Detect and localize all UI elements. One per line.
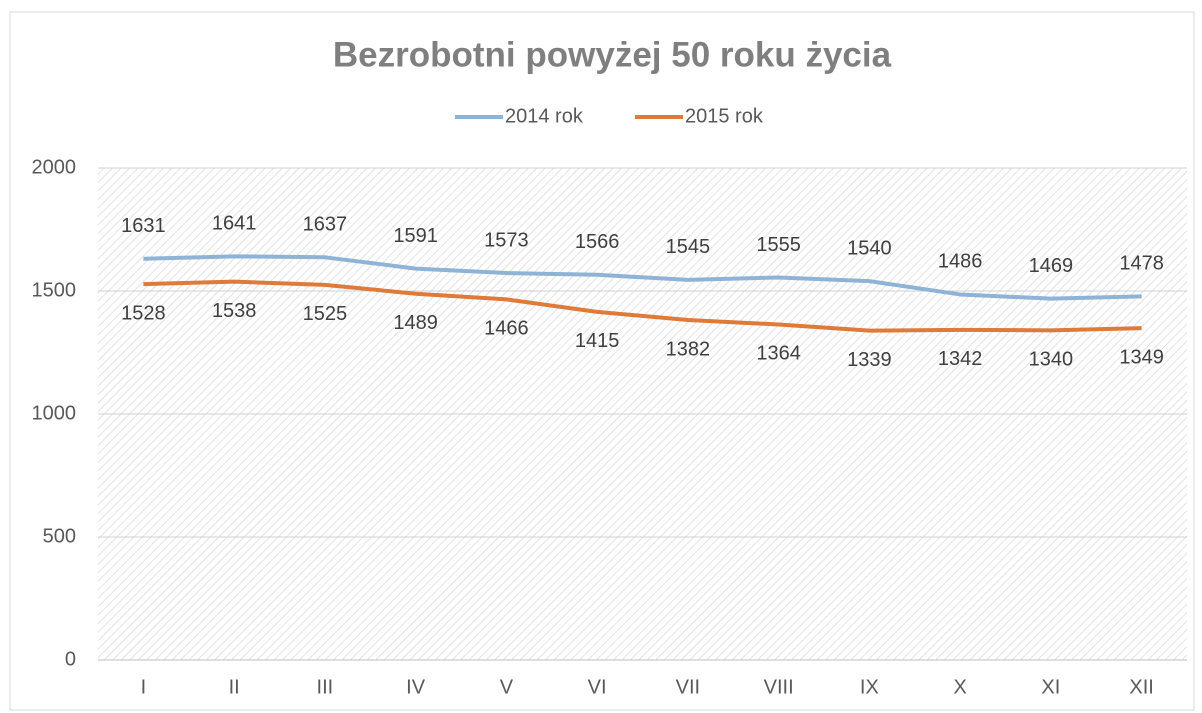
data-label: 1340 — [1029, 349, 1074, 371]
data-label: 1555 — [756, 234, 801, 256]
data-label: 1525 — [303, 303, 348, 325]
data-label: 1339 — [847, 349, 892, 371]
y-tick-label: 0 — [65, 648, 76, 670]
x-tick-label: IX — [860, 676, 879, 698]
line-series — [143, 279, 1142, 333]
x-tick-label: VII — [676, 676, 700, 698]
data-label: 1466 — [484, 318, 529, 340]
data-label: 1469 — [1029, 255, 1074, 277]
data-label: 1591 — [393, 225, 438, 247]
chart-title: Bezrobotni powyżej 50 roku życia — [333, 35, 892, 74]
x-tick-label: VI — [588, 676, 607, 698]
data-label: 1415 — [575, 330, 620, 352]
x-tick-label: IV — [406, 676, 426, 698]
data-label: 1349 — [1119, 346, 1164, 368]
data-label: 1478 — [1119, 253, 1164, 275]
data-label: 1538 — [212, 300, 257, 322]
x-tick-label: I — [141, 676, 147, 698]
line-series — [143, 254, 1142, 301]
data-label: 1641 — [212, 213, 257, 235]
data-label: 1382 — [666, 338, 711, 360]
x-tick-label: XI — [1041, 676, 1060, 698]
data-label: 1573 — [484, 229, 529, 251]
data-label: 1631 — [121, 215, 166, 237]
data-label: 1342 — [938, 348, 983, 370]
y-tick-label: 1000 — [32, 402, 77, 424]
x-tick-label: II — [229, 676, 240, 698]
x-tick-label: III — [317, 676, 334, 698]
data-label: 1540 — [847, 237, 892, 259]
y-tick-label: 2000 — [32, 156, 77, 178]
x-tick-label: VIII — [764, 676, 794, 698]
data-label: 1486 — [938, 251, 983, 273]
data-label: 1489 — [393, 312, 438, 334]
legend-label: 2015 rok — [685, 105, 764, 127]
x-tick-label: X — [953, 676, 966, 698]
data-label: 1566 — [575, 231, 620, 253]
data-label: 1528 — [121, 302, 166, 324]
x-tick-label: V — [500, 676, 514, 698]
data-label: 1545 — [666, 236, 711, 258]
data-label: 1364 — [756, 343, 801, 365]
legend-label: 2014 rok — [505, 105, 584, 127]
data-label: 1637 — [303, 214, 348, 236]
y-tick-label: 1500 — [32, 279, 77, 301]
y-tick-label: 500 — [43, 525, 76, 547]
x-tick-label: XII — [1129, 676, 1153, 698]
